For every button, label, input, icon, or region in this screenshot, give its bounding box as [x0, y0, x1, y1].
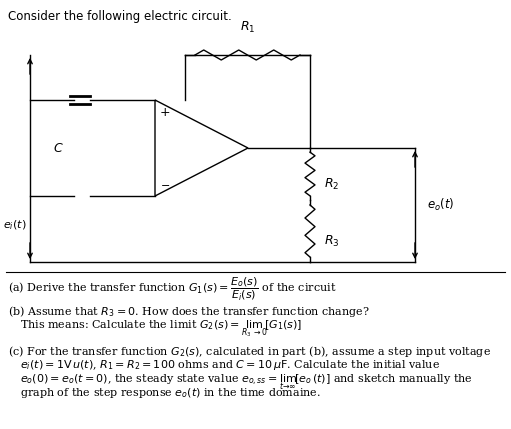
Text: $R_2$: $R_2$ [324, 176, 339, 192]
Text: $R_1$: $R_1$ [240, 20, 255, 35]
Text: (b) Assume that $R_3 = 0$. How does the transfer function change?: (b) Assume that $R_3 = 0$. How does the … [8, 304, 370, 319]
Text: This means: Calculate the limit $G_2(s) = \lim_{R_3\to 0}\!\left[G_1(s)\right]$: This means: Calculate the limit $G_2(s) … [20, 318, 303, 339]
Text: graph of the step response $e_o(t)$ in the time domaine.: graph of the step response $e_o(t)$ in t… [20, 386, 321, 400]
Text: $e_i(t){=}1\mathrm{V}\,u(t)$, $R_1{=}R_2{=}100$ ohms and $C{=}10\,\mu\mathrm{F}$: $e_i(t){=}1\mathrm{V}\,u(t)$, $R_1{=}R_2… [20, 358, 440, 372]
Text: (a) Derive the transfer function $G_1(s)=\dfrac{E_o(s)}{E_i(s)}$ of the circuit: (a) Derive the transfer function $G_1(s)… [8, 276, 336, 303]
Text: $e_o(0){=}e_o(t{=}0)$, the steady state value $e_{o,ss} = \lim_{t\to\infty}\!\le: $e_o(0){=}e_o(t{=}0)$, the steady state … [20, 372, 473, 392]
Text: $C$: $C$ [53, 142, 63, 154]
Text: +: + [159, 106, 170, 118]
Text: $-$: $-$ [160, 179, 170, 189]
Text: $e_o(t)$: $e_o(t)$ [427, 197, 454, 213]
Text: $e_i(t)$: $e_i(t)$ [3, 218, 26, 232]
Text: (c) For the transfer function $G_2(s)$, calculated in part (b), assume a step in: (c) For the transfer function $G_2(s)$, … [8, 344, 491, 359]
Text: Consider the following electric circuit.: Consider the following electric circuit. [8, 10, 232, 23]
Text: $R_3$: $R_3$ [324, 233, 340, 248]
